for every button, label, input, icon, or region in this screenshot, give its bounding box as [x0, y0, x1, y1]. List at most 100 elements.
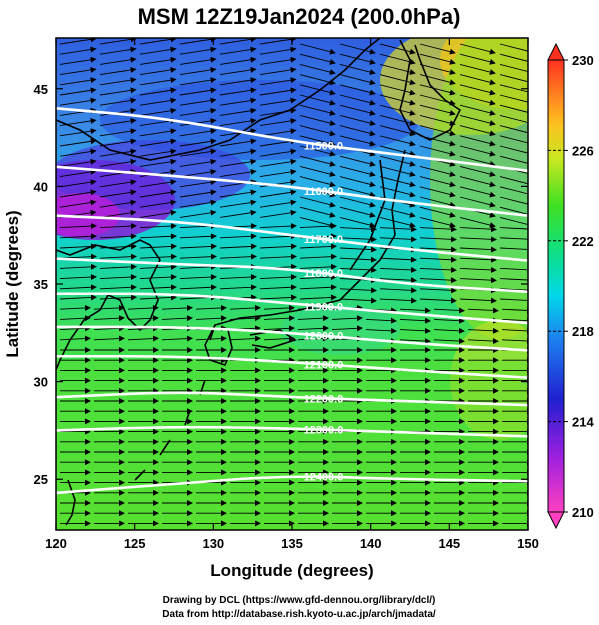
wind-arrow	[59, 87, 97, 96]
wind-arrow	[459, 266, 497, 273]
wind-arrow	[299, 263, 337, 270]
wind-arrow	[139, 97, 177, 106]
wind-arrow	[419, 256, 457, 263]
wind-arrow	[299, 145, 336, 157]
wind-arrow	[195, 315, 227, 322]
wind-arrow	[379, 206, 416, 218]
wind-arrow	[297, 325, 329, 332]
wind-arrow	[259, 97, 297, 106]
y-tick-label: 25	[34, 472, 48, 487]
wind-arrow	[195, 304, 227, 311]
wind-arrow	[259, 243, 297, 250]
wind-arrow	[499, 114, 528, 124]
wind-arrow	[299, 294, 337, 301]
wind-arrow	[399, 307, 431, 314]
wind-arrow	[299, 216, 336, 228]
wind-arrow	[501, 327, 528, 334]
wind-arrow	[219, 118, 257, 127]
wind-arrow	[419, 145, 456, 157]
wind-arrow	[219, 169, 257, 178]
y-tick-label: 35	[34, 277, 48, 292]
wind-arrow	[139, 189, 177, 198]
wind-arrow	[499, 227, 528, 230]
wind-arrow	[259, 179, 297, 188]
wind-arrow	[99, 253, 137, 260]
wind-arrow	[419, 63, 456, 75]
wind-arrow	[219, 158, 257, 167]
wind-arrow	[259, 189, 297, 198]
wind-arrow	[259, 209, 297, 218]
wind-arrow	[299, 114, 336, 126]
wind-arrow	[299, 176, 336, 188]
wind-arrow	[339, 287, 377, 294]
wind-arrow	[179, 46, 217, 55]
wind-arrow	[139, 274, 177, 281]
wind-arrow	[259, 233, 297, 240]
colorbar-label: 230	[572, 53, 594, 68]
wind-arrow	[59, 46, 97, 55]
wind-arrow	[139, 243, 177, 250]
wind-arrow	[99, 179, 137, 188]
wind-arrow	[299, 243, 337, 250]
colorbar-label: 210	[572, 505, 594, 520]
wind-arrow	[467, 338, 499, 345]
contour-line	[56, 425, 528, 438]
wind-arrow	[59, 233, 97, 240]
wind-arrow	[179, 209, 217, 218]
wind-arrow	[499, 74, 528, 83]
wind-arrow	[379, 186, 416, 198]
wind-arrow	[99, 38, 137, 45]
contour-line	[56, 214, 528, 262]
wind-arrow	[419, 84, 456, 96]
wind-arrow	[179, 169, 217, 178]
wind-arrow	[259, 148, 297, 157]
wind-arrow	[339, 176, 376, 188]
wind-arrow	[339, 84, 376, 96]
wind-arrow	[433, 327, 465, 334]
wind-arrow	[399, 317, 431, 324]
wind-arrow	[419, 297, 457, 304]
wind-arrow	[259, 294, 297, 301]
wind-arrow	[59, 148, 97, 157]
wind-arrow	[379, 287, 417, 294]
wind-arrow	[459, 84, 496, 96]
wind-arrow	[379, 165, 416, 177]
wind-arrow	[419, 43, 456, 55]
wind-arrow	[379, 226, 417, 233]
wind-arrow	[339, 104, 376, 116]
wind-arrow	[259, 138, 297, 147]
wind-arrow	[259, 274, 297, 281]
wind-arrow	[99, 158, 137, 167]
wind-arrow	[179, 158, 217, 167]
wind-arrow	[339, 165, 376, 177]
wind-arrow	[59, 56, 97, 65]
wind-arrow	[99, 46, 137, 55]
wind-arrow	[499, 104, 528, 113]
wind-arrow	[339, 186, 376, 198]
wind-arrow	[299, 196, 336, 208]
contour-label: 11800.0	[304, 268, 343, 280]
wind-arrow	[139, 56, 177, 65]
wind-arrow	[499, 206, 528, 215]
map-title: MSM 12Z19Jan2024 (200.0hPa)	[138, 4, 461, 29]
wind-arrow	[139, 263, 177, 270]
wind-arrow	[419, 114, 456, 126]
wind-arrow	[459, 246, 497, 253]
wind-arrow	[219, 189, 257, 198]
wind-arrow	[259, 199, 297, 208]
x-tick-label: 140	[360, 536, 382, 551]
wind-arrow	[99, 209, 137, 218]
x-tick-label: 145	[438, 536, 460, 551]
wind-arrow	[59, 38, 97, 45]
wind-arrow	[365, 327, 397, 334]
wind-arrow	[139, 223, 177, 230]
wind-arrow	[499, 288, 528, 291]
wind-arrow	[459, 114, 496, 126]
wind-arrow	[219, 38, 257, 45]
wind-arrow	[299, 223, 337, 230]
wind-arrow	[229, 304, 261, 311]
wind-arrow	[339, 114, 376, 126]
wind-arrow	[459, 196, 496, 208]
y-axis-label: Latitude (degrees)	[3, 210, 22, 357]
wind-arrow	[219, 128, 257, 137]
